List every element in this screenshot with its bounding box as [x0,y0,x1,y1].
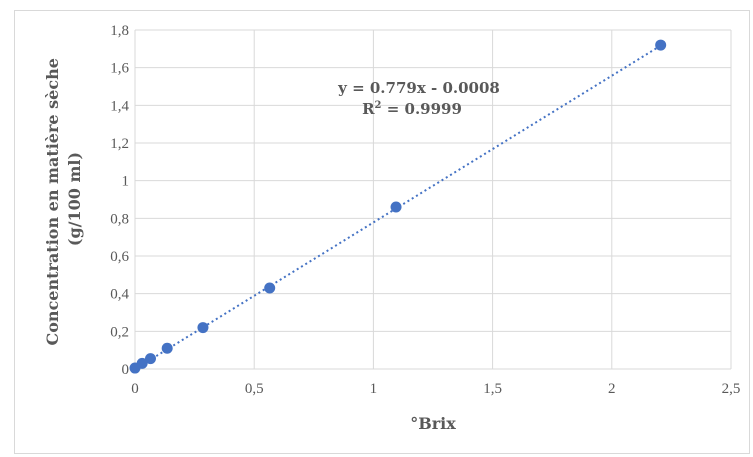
grid [134,29,732,370]
y-tick-label: 1,2 [110,136,129,152]
y-tick-label: 0,2 [110,324,129,340]
data-point [655,39,667,51]
x-axis-title: °Brix [410,414,456,433]
x-tick-label: 0,5 [245,381,264,397]
y-tick-label: 0 [122,362,130,378]
y-tick-label: 1,4 [110,98,129,114]
y-axis-title: Concentration en matière sèche (g/100 ml… [43,53,84,346]
y-tick-label: 0,8 [110,211,129,227]
x-tick-label: 2,5 [722,381,741,397]
y-tick-label: 0,4 [110,287,129,303]
x-tick-label: 0 [131,381,139,397]
y-tick-label: 1 [122,174,130,190]
x-tick-label: 1,5 [483,381,502,397]
data-point [144,353,156,365]
data-point [161,342,173,354]
y-tick-label: 1,6 [110,61,129,77]
x-tick-label: 1 [370,381,378,397]
x-tick-labels: 0 0,5 1 1,5 2 2,5 [131,381,740,397]
data-point [390,201,402,213]
y-tick-labels: 0 0,2 0,4 0,6 0,8 1 1,2 1,4 1,6 1,8 [110,23,129,378]
chart-area [14,10,750,454]
y-tick-label: 0,6 [110,249,129,265]
data-point [197,322,209,334]
data-points [129,39,667,374]
r-squared: R2 = 0.9999 [362,100,462,118]
x-tick-label: 2 [608,381,616,397]
y-tick-label: 1,8 [110,23,129,39]
trendline-equation: y = 0.779x - 0.0008 [337,79,500,97]
data-point [136,357,148,369]
data-point [264,282,276,294]
